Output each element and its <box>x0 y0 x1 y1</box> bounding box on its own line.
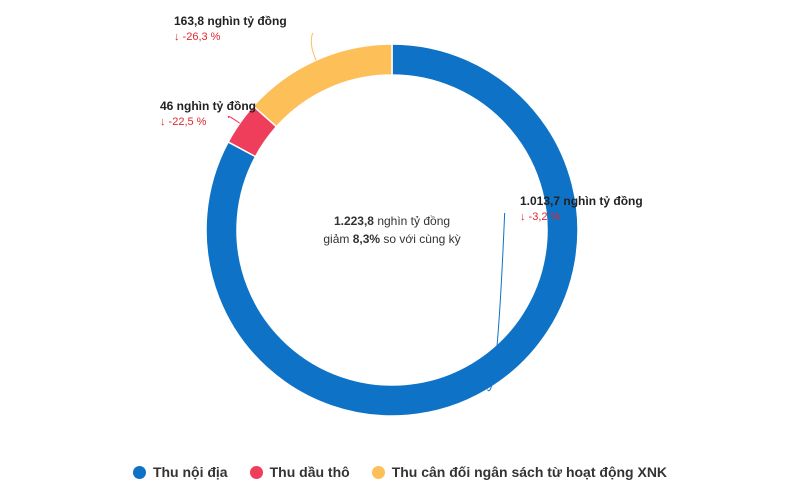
donut-slice-2[interactable] <box>252 43 393 128</box>
slice-labels: 1.013,7 nghìn tỷ đồng ↓ -3,2 % 46 nghìn tỷ… <box>160 14 643 223</box>
center-total-line: 1.223,8 nghìn tỷ đồng <box>334 214 450 228</box>
slice-value-label: 163,8 nghìn tỷ đồng <box>174 14 287 28</box>
leader-line-1 <box>227 115 240 124</box>
legend-label: Thu cân đối ngân sách từ hoạt động XNK <box>391 464 668 480</box>
leader-lines <box>227 32 506 392</box>
slice-change-label: ↓ -3,2 % <box>520 211 561 223</box>
legend-swatch-icon <box>249 465 263 479</box>
donut-slices <box>205 43 579 417</box>
slice-change-label: ↓ -22,5 % <box>160 116 207 128</box>
leader-line-0 <box>486 212 506 392</box>
legend: Thu nội địa Thu dầu thô Thu cân đối ngân… <box>0 464 800 480</box>
leader-line-2 <box>310 32 317 61</box>
legend-item-thu-xnk[interactable]: Thu cân đối ngân sách từ hoạt động XNK <box>371 464 668 480</box>
center-change-line: giảm 8,3% so với cùng kỳ <box>323 232 460 246</box>
legend-swatch-icon <box>132 465 146 479</box>
legend-label: Thu dầu thô <box>269 464 350 480</box>
slice-value-label: 46 nghìn tỷ đồng <box>160 99 256 113</box>
donut-slice-0[interactable] <box>205 43 579 417</box>
legend-item-thu-dau-tho[interactable]: Thu dầu thô <box>249 464 350 480</box>
legend-label: Thu nội địa <box>152 464 228 480</box>
slice-value-label: 1.013,7 nghìn tỷ đồng <box>520 194 643 208</box>
slice-change-label: ↓ -26,3 % <box>174 31 221 43</box>
legend-swatch-icon <box>371 465 385 479</box>
legend-item-thu-noi-dia[interactable]: Thu nội địa <box>132 464 228 480</box>
